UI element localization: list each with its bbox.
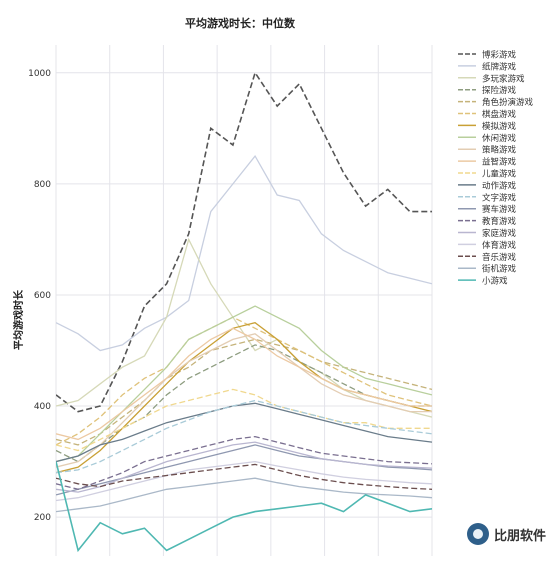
series-line-15	[56, 435, 432, 490]
legend-label: 动作游戏	[482, 180, 517, 191]
watermark-logo-icon	[466, 523, 489, 545]
y-axis-label: 平均游戏时长	[12, 289, 25, 350]
legend: 博彩游戏纸牌游戏多玩家游戏探险游戏角色扮演游戏棋盘游戏模拟游戏休闲游戏策略游戏益…	[458, 50, 534, 287]
legend-label: 家庭游戏	[482, 228, 517, 239]
series-line-5	[56, 338, 432, 446]
legend-label: 多玩家游戏	[482, 73, 525, 84]
y-tick-label: 200	[34, 513, 51, 523]
tick-layer: 200 400 600 800 1000	[28, 69, 51, 523]
legend-label: 小游戏	[482, 276, 508, 287]
series-line-1	[56, 70, 432, 413]
legend-label: 博彩游戏	[482, 50, 517, 61]
series-line-18	[56, 463, 432, 490]
series-layer	[56, 70, 432, 553]
series-line-10	[56, 327, 432, 441]
legend-label: 益智游戏	[482, 157, 517, 168]
chart-title: 平均游戏时长：中位数	[185, 16, 296, 30]
legend-label: 街机游戏	[482, 264, 517, 275]
legend-label: 棋盘游戏	[482, 109, 517, 120]
legend-label: 休闲游戏	[482, 133, 517, 144]
series-line-13	[56, 399, 432, 474]
legend-label: 策略游戏	[482, 145, 517, 156]
series-line-2	[56, 154, 432, 352]
series-line-11	[56, 388, 432, 452]
legend-label: 纸牌游戏	[482, 61, 517, 72]
series-line-12	[56, 402, 432, 463]
watermark: 比朋软件	[466, 523, 546, 545]
series-line-17	[56, 460, 432, 502]
series-line-6	[56, 316, 432, 446]
series-line-20	[56, 461, 432, 553]
watermark-text: 比朋软件	[493, 528, 546, 544]
legend-label: 赛车游戏	[482, 204, 517, 215]
legend-label: 探险游戏	[482, 85, 517, 96]
legend-label: 教育游戏	[482, 216, 517, 227]
series-line-8	[56, 305, 432, 463]
y-tick-label: 600	[34, 291, 51, 301]
series-line-14	[56, 444, 432, 496]
grid-layer	[55, 45, 433, 556]
legend-label: 角色扮演游戏	[482, 97, 534, 108]
y-tick-label: 400	[34, 402, 51, 412]
y-tick-label: 1000	[28, 69, 51, 79]
legend-label: 儿童游戏	[482, 169, 517, 180]
y-tick-label: 800	[34, 180, 51, 190]
series-line-9	[56, 333, 432, 468]
legend-label: 模拟游戏	[482, 121, 517, 132]
series-line-19	[56, 477, 432, 513]
legend-label: 音乐游戏	[482, 252, 517, 263]
legend-label: 文字游戏	[482, 192, 517, 203]
legend-label: 体育游戏	[482, 240, 517, 251]
series-line-16	[56, 441, 432, 493]
